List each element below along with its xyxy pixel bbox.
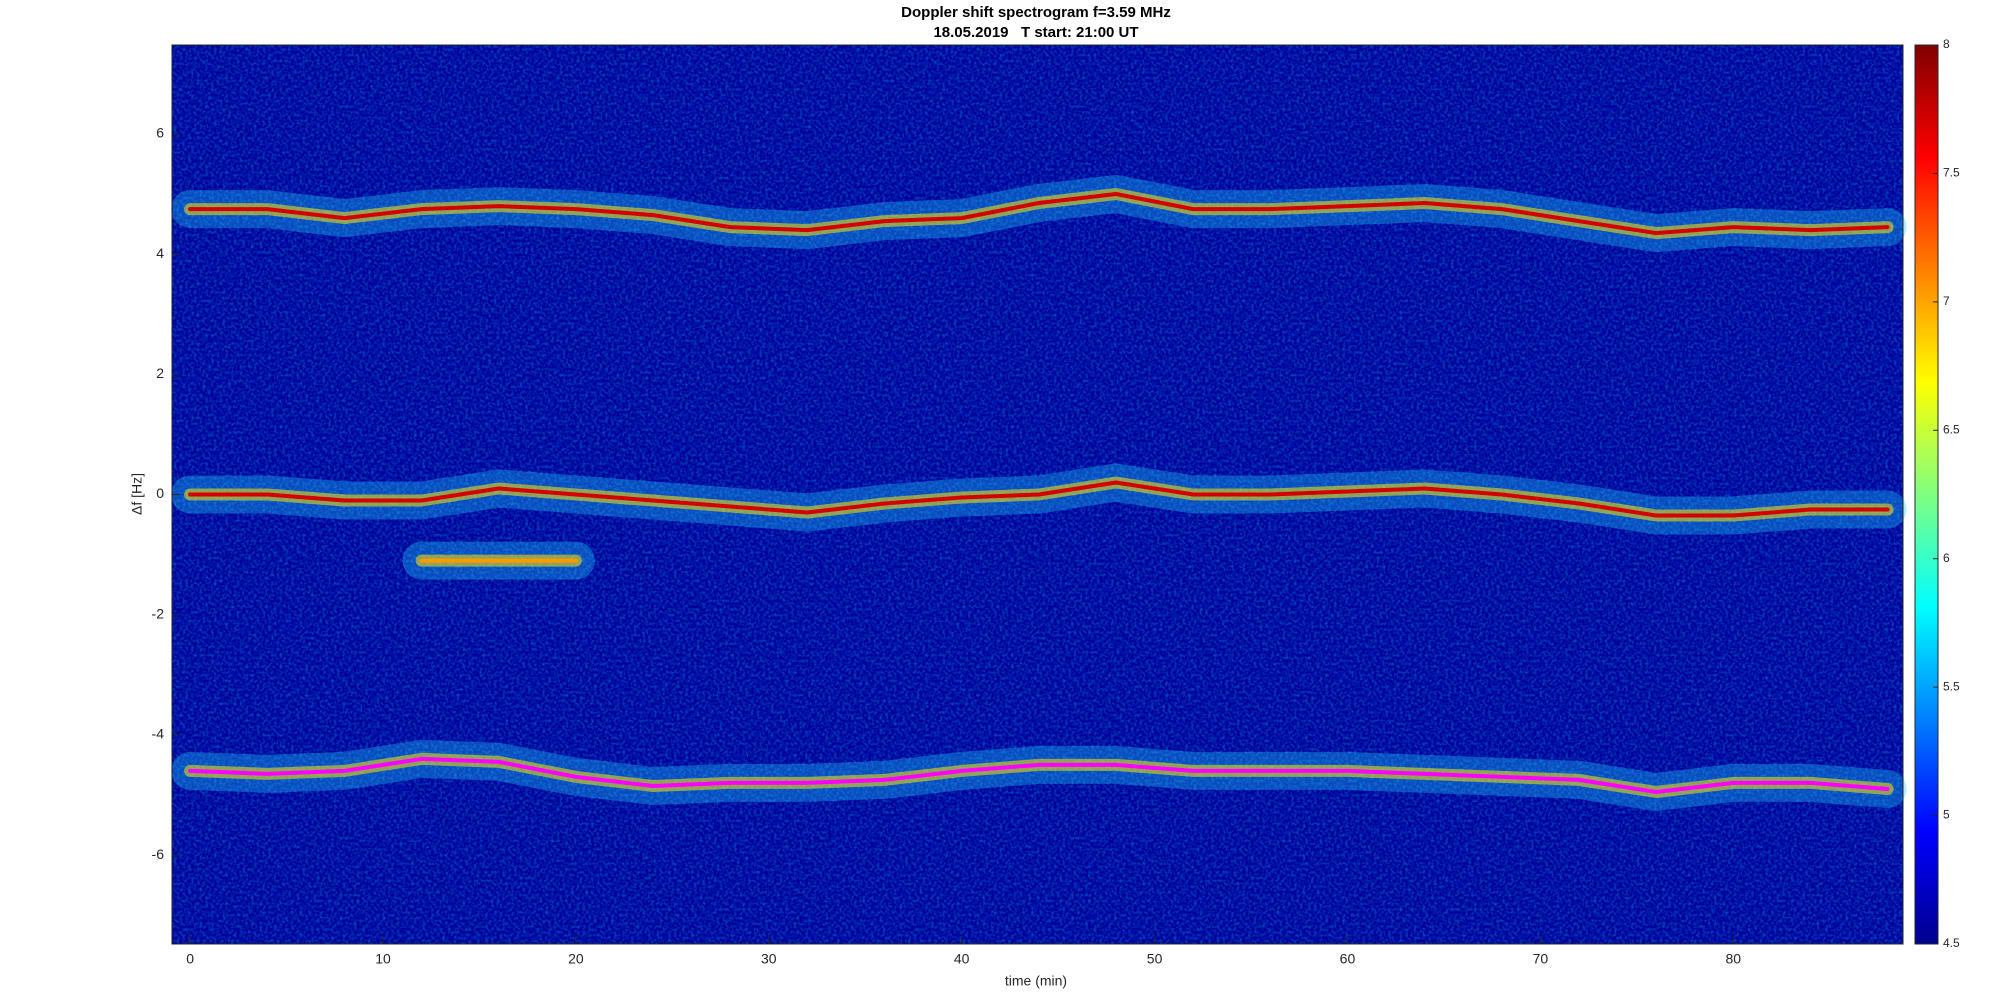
band-trace bbox=[188, 756, 1890, 794]
x-tick-label: 30 bbox=[761, 951, 777, 967]
colorbar-tick-label: 6.5 bbox=[1943, 422, 1960, 436]
x-tick-label: 70 bbox=[1533, 951, 1549, 967]
band-trace bbox=[188, 480, 1890, 518]
y-tick-label: 2 bbox=[156, 365, 164, 381]
x-tick-label: 50 bbox=[1147, 951, 1163, 967]
chart-subtitle: 18.05.2019 T start: 21:00 UT bbox=[933, 24, 1138, 41]
chart-title: Doppler shift spectrogram f=3.59 MHz bbox=[901, 4, 1171, 21]
y-axis-label: Δf [Hz] bbox=[129, 473, 145, 515]
colorbar-tick-label: 5.5 bbox=[1943, 679, 1960, 693]
x-tick-label: 10 bbox=[375, 951, 391, 967]
y-tick-label: -2 bbox=[152, 605, 165, 621]
x-tick-label: 0 bbox=[186, 951, 194, 967]
x-tick-label: 40 bbox=[954, 951, 970, 967]
y-tick-label: -6 bbox=[152, 846, 165, 862]
band-trace bbox=[188, 192, 1890, 236]
colorbar-tick-label: 4.5 bbox=[1943, 936, 1960, 950]
y-tick-label: -4 bbox=[152, 726, 165, 742]
colorbar-tick-label: 7.5 bbox=[1943, 166, 1960, 180]
x-tick-label: 60 bbox=[1340, 951, 1356, 967]
y-tick-label: 0 bbox=[156, 485, 164, 501]
x-axis-label: time (min) bbox=[1005, 973, 1067, 989]
colorbar-tick-label: 8 bbox=[1943, 37, 1950, 51]
colorbar-tick-label: 7 bbox=[1943, 294, 1950, 308]
y-tick-label: 4 bbox=[156, 245, 164, 261]
x-tick-label: 80 bbox=[1725, 951, 1741, 967]
colorbar-tick-label: 5 bbox=[1943, 808, 1950, 822]
y-tick-label: 6 bbox=[156, 125, 164, 141]
colorbar bbox=[1914, 44, 1939, 945]
x-tick-label: 20 bbox=[568, 951, 584, 967]
colorbar-tick-label: 6 bbox=[1943, 551, 1950, 565]
